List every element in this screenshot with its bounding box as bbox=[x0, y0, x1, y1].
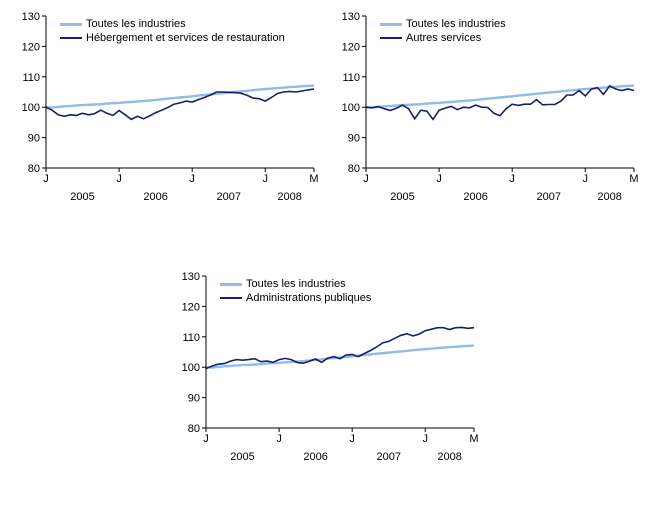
series-specific bbox=[366, 86, 634, 120]
legend-swatch-specific bbox=[60, 37, 82, 39]
year-label: 2005 bbox=[390, 191, 414, 203]
legend-item-specific: Hébergement et services de restauration bbox=[60, 32, 285, 44]
legend-swatch-all bbox=[380, 23, 402, 26]
xtick-label: J bbox=[276, 433, 282, 445]
legend-item-all: Toutes les industries bbox=[60, 18, 285, 30]
legend-item-all: Toutes les industries bbox=[220, 278, 371, 290]
chart0: 80 90 100 110 120 130 J J J J M 2005 2006 2007 2008 Tou… bbox=[10, 8, 320, 208]
xtick-label: J bbox=[349, 433, 355, 445]
ytick-label: 90 bbox=[188, 393, 200, 405]
legend-item-all: Toutes les industries bbox=[380, 18, 506, 30]
legend-label-all: Toutes les industries bbox=[246, 278, 346, 290]
xtick-label: J bbox=[423, 433, 429, 445]
xtick-label: M bbox=[629, 173, 638, 185]
year-label: 2007 bbox=[376, 451, 400, 463]
ytick-label: 90 bbox=[28, 133, 40, 145]
legend-label-specific: Hébergement et services de restauration bbox=[86, 32, 285, 44]
ytick-label: 130 bbox=[22, 11, 40, 23]
ytick-label: 80 bbox=[28, 163, 40, 175]
xtick-label: J bbox=[43, 173, 49, 185]
xtick-label: J bbox=[509, 173, 515, 185]
year-label: 2008 bbox=[277, 191, 301, 203]
legend: Toutes les industries Autres services bbox=[380, 18, 506, 46]
ytick-label: 80 bbox=[188, 423, 200, 435]
legend-label-specific: Autres services bbox=[406, 32, 481, 44]
year-label: 2007 bbox=[216, 191, 240, 203]
xtick-label: J bbox=[583, 173, 589, 185]
ytick-label: 130 bbox=[182, 271, 200, 283]
xtick-label: J bbox=[189, 173, 195, 185]
ytick-label: 80 bbox=[348, 163, 360, 175]
legend-label-all: Toutes les industries bbox=[86, 18, 186, 30]
ytick-label: 100 bbox=[342, 102, 360, 114]
legend-label-specific: Administrations publiques bbox=[246, 292, 371, 304]
year-label: 2006 bbox=[143, 191, 167, 203]
year-label: 2008 bbox=[597, 191, 621, 203]
legend-swatch-all bbox=[220, 283, 242, 286]
legend-swatch-specific bbox=[220, 297, 242, 299]
year-label: 2006 bbox=[303, 451, 327, 463]
legend-item-specific: Administrations publiques bbox=[220, 292, 371, 304]
xtick-label: J bbox=[203, 433, 209, 445]
legend-label-all: Toutes les industries bbox=[406, 18, 506, 30]
ytick-label: 130 bbox=[342, 11, 360, 23]
legend: Toutes les industries Hébergement et serv… bbox=[60, 18, 285, 46]
ytick-label: 100 bbox=[182, 362, 200, 374]
year-label: 2008 bbox=[437, 451, 461, 463]
ytick-label: 110 bbox=[182, 332, 200, 344]
xtick-label: J bbox=[363, 173, 369, 185]
legend-swatch-specific bbox=[380, 37, 402, 39]
chart1: 80 90 100 110 120 130 J J J J M 2005 2006 2007 2008 Tou… bbox=[330, 8, 640, 208]
xtick-label: M bbox=[309, 173, 318, 185]
xtick-label: J bbox=[263, 173, 269, 185]
xtick-label: J bbox=[116, 173, 122, 185]
ytick-label: 120 bbox=[22, 41, 40, 53]
legend-swatch-all bbox=[60, 23, 82, 26]
ytick-label: 90 bbox=[348, 133, 360, 145]
legend: Toutes les industries Administrations pub… bbox=[220, 278, 371, 306]
chart2: 80 90 100 110 120 130 J J J J M 2005 2006 2007 2008 Tou… bbox=[170, 268, 480, 468]
ytick-label: 110 bbox=[22, 72, 40, 84]
ytick-label: 100 bbox=[22, 102, 40, 114]
series-all-industries bbox=[206, 346, 474, 368]
ytick-label: 120 bbox=[182, 301, 200, 313]
ytick-label: 110 bbox=[342, 72, 360, 84]
year-label: 2006 bbox=[463, 191, 487, 203]
year-label: 2005 bbox=[230, 451, 254, 463]
year-label: 2005 bbox=[70, 191, 94, 203]
year-label: 2007 bbox=[536, 191, 560, 203]
xtick-label: M bbox=[469, 433, 478, 445]
xtick-label: J bbox=[436, 173, 442, 185]
legend-item-specific: Autres services bbox=[380, 32, 506, 44]
ytick-label: 120 bbox=[342, 41, 360, 53]
